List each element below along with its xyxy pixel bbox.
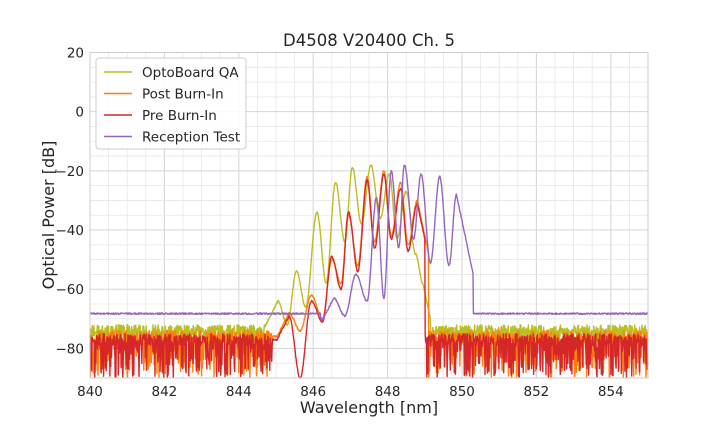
y-tick-label: −20 [56, 164, 85, 180]
x-tick-label: 850 [449, 384, 475, 400]
x-tick-label: 840 [77, 384, 103, 400]
y-tick-label: 20 [67, 46, 84, 62]
legend-label: OptoBoard QA [142, 65, 239, 81]
x-tick-label: 848 [375, 384, 401, 400]
series-layer [89, 164, 649, 379]
y-tick-label: −40 [56, 223, 85, 239]
plot-frame [89, 52, 649, 379]
y-tick-labels: 20 0 −20 −40 −60 −80 [56, 46, 85, 358]
x-axis-label: Wavelength [nm] [300, 398, 438, 417]
x-tick-label: 844 [226, 384, 252, 400]
y-tick-label: 0 [75, 105, 84, 121]
x-tick-label: 854 [598, 384, 624, 400]
x-tick-label: 852 [524, 384, 550, 400]
y-tick-label: −80 [56, 341, 85, 357]
y-tick-label: −60 [56, 282, 85, 298]
x-tick-labels: 840 842 844 846 848 850 852 854 [77, 384, 624, 400]
legend-box [95, 57, 247, 150]
chart-title: D4508 V20400 Ch. 5 [283, 31, 455, 50]
y-axis-label: Optical Power [dB] [39, 141, 58, 290]
legend: OptoBoard QA Post Burn-In Pre Burn-In Recep… [95, 57, 247, 150]
legend-label: Pre Burn-In [142, 108, 217, 124]
x-tick-label: 846 [300, 384, 326, 400]
x-tick-label: 842 [152, 384, 178, 400]
series-line [89, 173, 649, 379]
legend-label: Post Burn-In [142, 87, 224, 103]
legend-label: Reception Test [142, 130, 240, 146]
series-line [89, 164, 649, 321]
